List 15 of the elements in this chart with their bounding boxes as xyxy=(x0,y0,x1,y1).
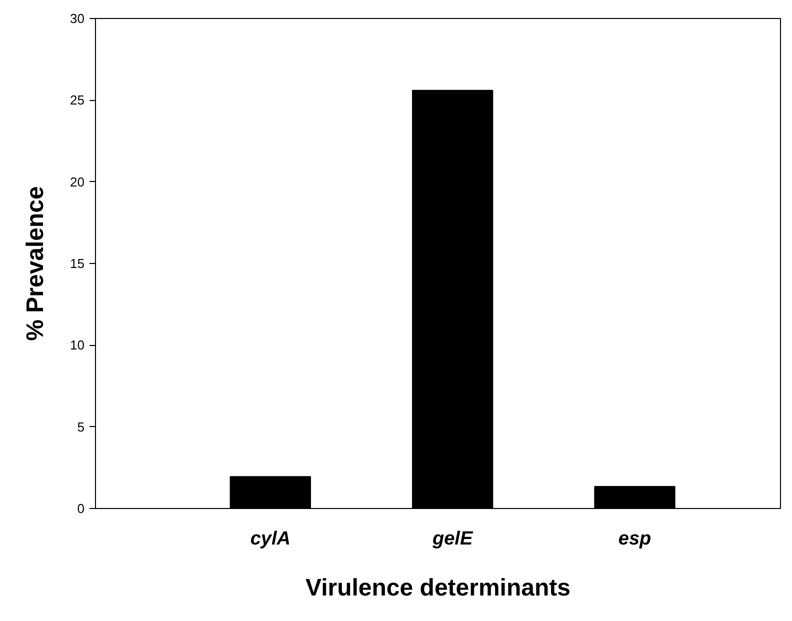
x-tick-label: gelE xyxy=(432,528,474,550)
bar xyxy=(230,476,311,508)
y-axis-title: % Prevalence xyxy=(22,186,50,341)
y-tick-label: 30 xyxy=(70,11,85,26)
y-tick-label: 20 xyxy=(70,174,85,190)
y-tick-label: 10 xyxy=(70,338,85,353)
y-tick-label: 25 xyxy=(70,92,85,108)
y-tick-label: 5 xyxy=(77,419,85,434)
bar xyxy=(412,90,494,508)
x-tick-label: esp xyxy=(618,528,652,550)
x-tick-label: cylA xyxy=(250,528,290,550)
bar xyxy=(594,486,676,508)
y-tick-label: 15 xyxy=(70,256,85,271)
x-axis-title: Virulence determinants xyxy=(306,574,570,602)
y-tick-label: 0 xyxy=(77,501,85,516)
